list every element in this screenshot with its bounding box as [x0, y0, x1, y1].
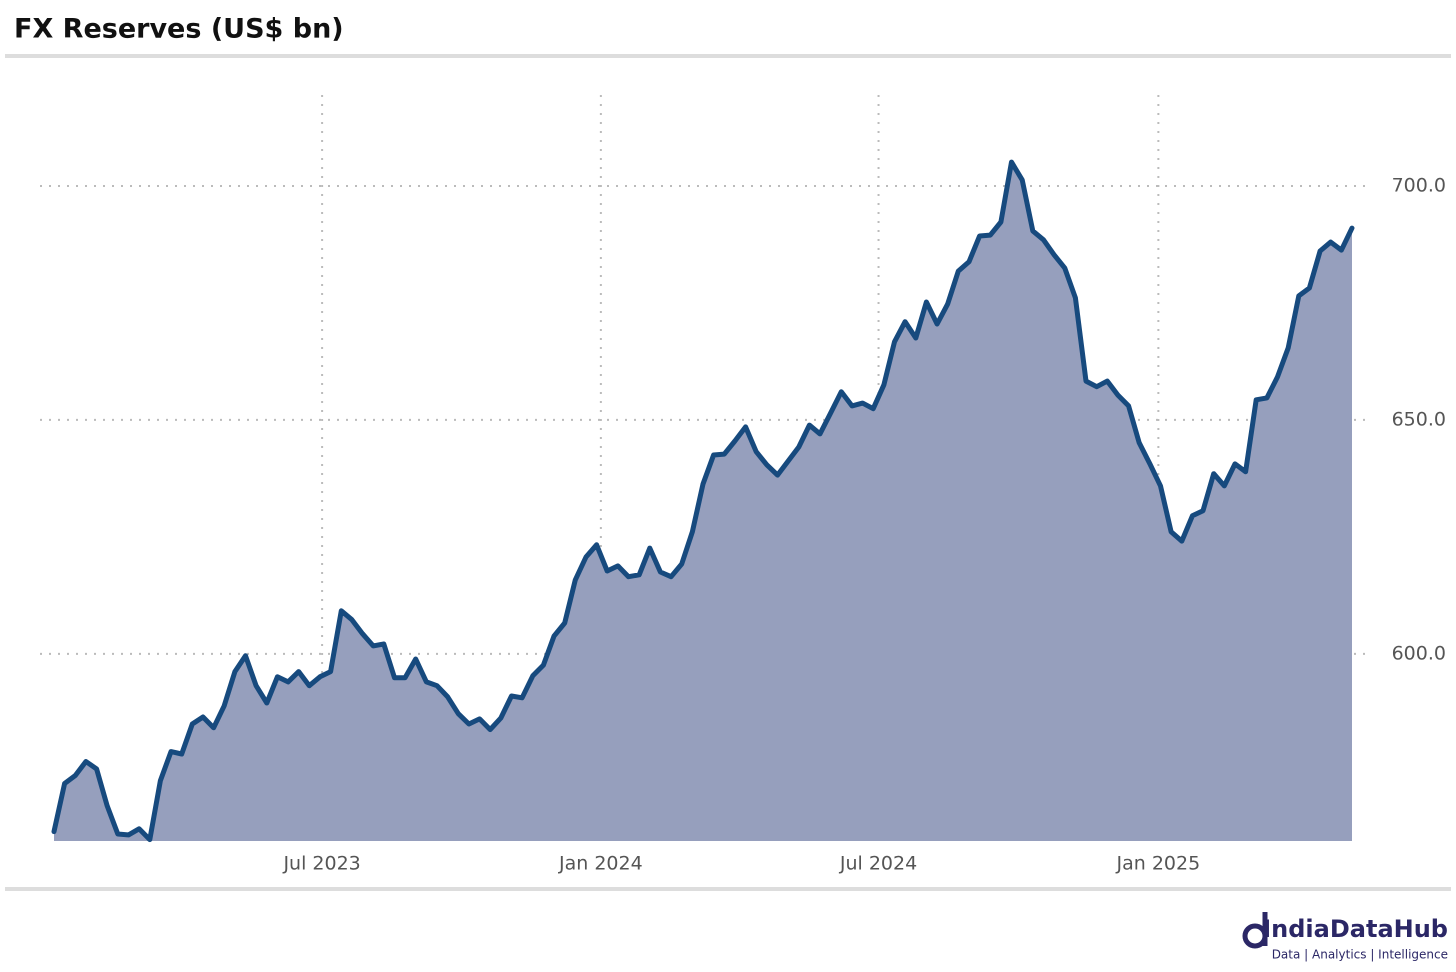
logo-name: IndiaDataHub [1262, 915, 1448, 943]
y-tick-label: 650.0 [1392, 408, 1446, 430]
logo: IndiaDataHub Data | Analytics | Intellig… [1242, 912, 1448, 962]
x-tick-label: Jan 2024 [558, 853, 643, 875]
y-tick-label: 600.0 [1392, 642, 1446, 664]
area [54, 162, 1352, 842]
x-tick-label: Jul 2023 [282, 853, 360, 875]
logo-tagline: Data | Analytics | Intelligence [1272, 948, 1448, 962]
chart-title: FX Reserves (US$ bn) [14, 14, 344, 45]
y-tick-label: 700.0 [1392, 174, 1446, 196]
x-tick-label: Jul 2024 [839, 853, 917, 875]
x-tick-label: Jan 2025 [1116, 853, 1201, 875]
line [51, 159, 1355, 843]
